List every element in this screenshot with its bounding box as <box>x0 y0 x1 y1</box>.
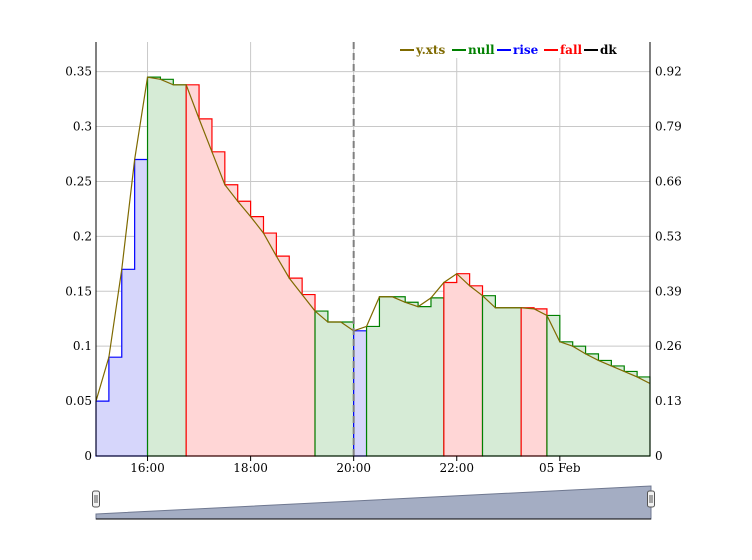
y-right-tick-label: 0 <box>655 449 663 463</box>
legend-label-0: y.xts <box>415 43 445 57</box>
y-left-tick-label: 0.2 <box>73 229 92 243</box>
range-handle-icon[interactable] <box>647 490 655 508</box>
axes <box>95 42 651 457</box>
x-tick-label: 05 Feb <box>539 461 581 475</box>
y-axis-right-ticks: 0 0.13 0.26 0.39 0.53 0.66 0.79 0.92 <box>655 65 682 463</box>
y-right-tick-label: 0.53 <box>655 229 682 243</box>
regime-area-fall <box>443 273 484 457</box>
regime-areas <box>95 76 651 457</box>
y-right-tick-label: 0.26 <box>655 339 682 353</box>
range-selector[interactable] <box>92 485 655 520</box>
regime-area-rise <box>95 158 149 457</box>
y-right-tick-label: 0.79 <box>655 120 682 134</box>
regime-area-null <box>146 76 187 457</box>
y-left-tick-label: 0.3 <box>73 120 92 134</box>
series-line-y-xts <box>95 76 651 402</box>
x-tick-label: 20:00 <box>336 461 371 475</box>
regime-area-rise <box>353 330 368 457</box>
x-tick-label: 18:00 <box>233 461 268 475</box>
y-left-tick-label: 0.35 <box>65 65 92 79</box>
legend-label-4: dk <box>600 43 617 57</box>
legend-label-1: null <box>468 43 495 57</box>
y-right-tick-label: 0.92 <box>655 65 682 79</box>
y-right-tick-label: 0.66 <box>655 174 682 188</box>
regime-area-null <box>481 295 522 457</box>
y-right-tick-label: 0.13 <box>655 394 682 408</box>
series-y-xts <box>95 76 651 402</box>
y-left-tick-label: 0.05 <box>65 394 92 408</box>
regime-area-fall <box>520 307 548 457</box>
regime-area-null <box>365 296 445 457</box>
y-right-tick-label: 0.39 <box>655 284 682 298</box>
x-tick-label: 22:00 <box>439 461 474 475</box>
y-axis-left-ticks: 0 0.05 0.1 0.15 0.2 0.25 0.3 0.35 <box>65 65 92 463</box>
y-left-tick-label: 0 <box>84 449 92 463</box>
regime-area-null <box>546 314 651 457</box>
x-tick-label: 16:00 <box>130 461 165 475</box>
x-axis-ticks: 16:00 18:00 20:00 22:00 05 Feb <box>130 456 581 475</box>
legend-background <box>398 40 630 58</box>
legend: y.xts null rise fall dk <box>398 40 630 58</box>
legend-label-3: fall <box>560 43 582 57</box>
range-handle-icon[interactable] <box>92 490 100 508</box>
y-left-tick-label: 0.15 <box>65 284 92 298</box>
regime-area-null <box>314 310 355 457</box>
legend-label-2: rise <box>513 43 539 57</box>
y-left-tick-label: 0.1 <box>73 339 92 353</box>
y-left-tick-label: 0.25 <box>65 174 92 188</box>
